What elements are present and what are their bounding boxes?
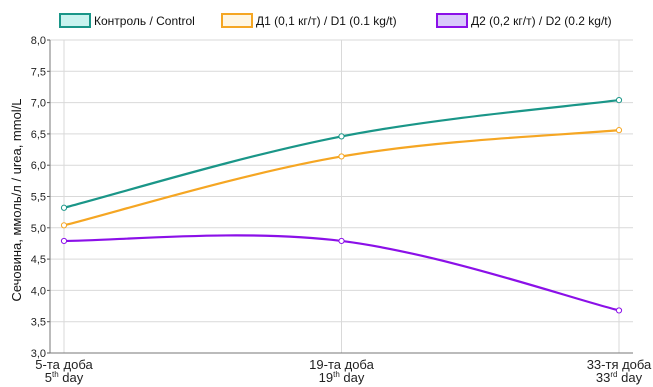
data-point (60, 222, 68, 229)
y-tick-label: 5,5 (31, 192, 46, 204)
y-tick-label: 6,0 (31, 160, 46, 172)
legend-label: Д2 (0,2 кг/т) / D2 (0.2 kg/t) (471, 14, 612, 28)
data-point (60, 204, 68, 211)
y-tick-label: 8,0 (31, 35, 46, 47)
grid (50, 39, 633, 354)
y-tick-label: 4,5 (31, 254, 46, 266)
x-tick-label: 19-та доба (309, 357, 374, 372)
y-tick-label: 7,5 (31, 66, 46, 78)
y-tick-label: 6,5 (31, 129, 46, 141)
y-tick-label: 5,0 (31, 223, 46, 235)
data-point (615, 96, 623, 104)
legend-swatch (436, 13, 468, 28)
data-point (615, 127, 623, 134)
legend-label: Д1 (0,1 кг/т) / D1 (0.1 kg/t) (256, 14, 397, 28)
x-tick-label-day: 19th day (319, 370, 365, 385)
y-tick-label: 7,0 (31, 98, 46, 110)
x-tick-label: 5-та доба (35, 357, 93, 372)
legend: Контроль / Control Д1 (0,1 кг/т) / D1 (0.… (59, 13, 612, 28)
legend-swatch (221, 13, 253, 28)
axes: 3,0 3,5 4,0 4,5 5,0 5,5 6,0 6,5 7,0 7,5 8,0 5-та до… (31, 35, 652, 385)
y-tick-label: 4,0 (31, 285, 46, 297)
data-point (60, 237, 68, 245)
x-tick-label-day: 33rd day (596, 370, 643, 385)
x-tick-label-day: 5th day (45, 370, 84, 385)
legend-label: Контроль / Control (94, 14, 195, 28)
legend-swatch (59, 13, 91, 28)
data-point (338, 237, 345, 245)
y-tick-label: 3,0 (31, 348, 46, 360)
series-lines (60, 96, 623, 314)
x-tick-label: 33-тя доба (587, 357, 652, 372)
data-point (615, 307, 623, 314)
y-tick-label: 3,5 (31, 317, 46, 329)
data-point (338, 153, 345, 160)
data-point (338, 133, 345, 140)
y-axis-label: Сечовина, ммоль/л / urea, mmol/L (9, 98, 24, 301)
